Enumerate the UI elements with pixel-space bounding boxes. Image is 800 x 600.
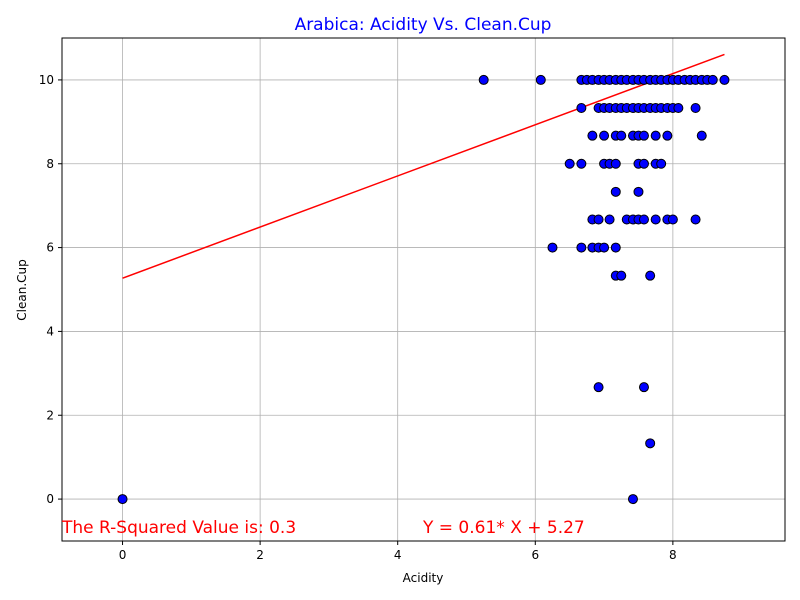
data-point [650, 214, 661, 225]
data-point [696, 130, 707, 141]
data-point [604, 214, 615, 225]
data-point [719, 74, 730, 85]
x-tick-label: 6 [531, 548, 539, 562]
y-tick-label: 10 [39, 73, 54, 87]
data-point [673, 103, 684, 114]
data-point [547, 242, 558, 253]
r-squared-annotation: The R-Squared Value is: 0.3 [61, 518, 296, 538]
x-tick-label: 2 [256, 548, 264, 562]
data-point [645, 270, 656, 281]
data-point [593, 214, 604, 225]
data-point [535, 74, 546, 85]
y-tick-label: 2 [46, 408, 54, 422]
data-point [610, 186, 621, 197]
y-tick-label: 4 [46, 324, 54, 338]
grid-lines [62, 38, 785, 541]
y-tick-label: 8 [46, 157, 54, 171]
y-axis-ticks: 0 2 4 6 8 10 [39, 73, 62, 506]
y-tick-label: 6 [46, 241, 54, 255]
data-point [593, 382, 604, 393]
data-point [645, 438, 656, 449]
data-point [610, 158, 621, 169]
data-point [690, 103, 701, 114]
data-point [662, 130, 673, 141]
data-point [616, 270, 627, 281]
data-point [650, 130, 661, 141]
data-point [599, 130, 610, 141]
x-axis-ticks: 0 2 4 6 8 [119, 541, 677, 562]
y-tick-label: 0 [46, 492, 54, 506]
y-axis-label: Clean.Cup [15, 259, 29, 320]
plot-frame [61, 37, 786, 542]
data-point [576, 242, 587, 253]
x-tick-label: 8 [669, 548, 677, 562]
data-point [599, 242, 610, 253]
data-point [707, 74, 718, 85]
data-point [656, 158, 667, 169]
data-point [638, 214, 649, 225]
data-point [117, 494, 128, 505]
data-point [638, 382, 649, 393]
data-point [690, 214, 701, 225]
data-point [564, 158, 575, 169]
x-tick-label: 0 [119, 548, 127, 562]
regression-line [122, 53, 725, 279]
data-points [117, 74, 730, 505]
data-point [667, 214, 678, 225]
data-point [638, 130, 649, 141]
data-point [627, 494, 638, 505]
data-point [616, 130, 627, 141]
x-axis-label: Acidity [403, 571, 444, 585]
data-point [633, 186, 644, 197]
chart-title: Arabica: Acidity Vs. Clean.Cup [295, 15, 552, 35]
x-tick-label: 4 [394, 548, 402, 562]
data-point [610, 242, 621, 253]
data-point [478, 74, 489, 85]
data-point [576, 103, 587, 114]
data-point [576, 158, 587, 169]
data-point [638, 158, 649, 169]
regression-equation-annotation: Y = 0.61* X + 5.27 [422, 518, 585, 538]
data-point [587, 130, 598, 141]
